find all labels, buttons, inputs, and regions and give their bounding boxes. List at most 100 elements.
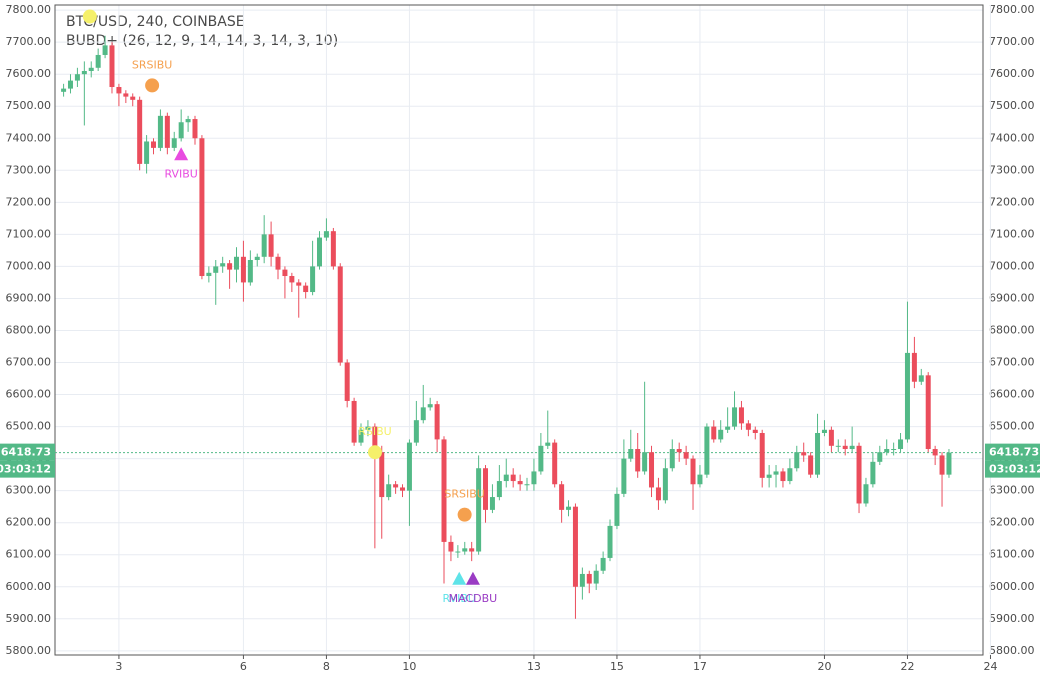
candle-body — [932, 449, 938, 456]
candle-body — [884, 449, 890, 453]
price-badge — [0, 443, 55, 461]
x-tick-label: 22 — [900, 660, 914, 673]
y-tick-label: 6300.00 — [989, 484, 1035, 497]
candle-body — [821, 429, 827, 433]
price-badge-label: 6418.73 — [1, 446, 51, 459]
x-tick-label: 24 — [983, 660, 997, 673]
candle-body — [911, 352, 917, 382]
candle-body — [109, 45, 115, 88]
candle-body — [586, 573, 592, 584]
signal-marker — [367, 445, 382, 460]
signal-marker — [82, 9, 97, 24]
signal-label: RSIBU — [358, 425, 391, 438]
candle-body — [164, 115, 170, 148]
y-tick-label: 6500.00 — [989, 420, 1035, 433]
candle-body — [773, 471, 779, 475]
candle-body — [642, 452, 648, 472]
y-tick-label: 7500.00 — [6, 99, 52, 112]
y-tick-label: 7600.00 — [6, 67, 52, 80]
candle-body — [310, 266, 316, 293]
candle-body — [289, 276, 295, 283]
candle-body — [842, 445, 848, 450]
candle-body — [503, 474, 509, 482]
candle-body — [669, 449, 675, 469]
candle-body — [483, 468, 489, 510]
y-tick-label: 6700.00 — [989, 356, 1035, 369]
candle-body — [303, 285, 309, 293]
candle-body — [918, 375, 924, 382]
y-tick-label: 7800.00 — [6, 3, 52, 16]
candle-body — [725, 426, 731, 430]
candle-body — [406, 442, 412, 491]
candle-body — [835, 445, 841, 447]
candle-body — [614, 493, 620, 526]
candle-body — [877, 452, 883, 462]
candle-body — [510, 474, 516, 482]
candle-body — [448, 541, 454, 552]
candle-body — [462, 548, 468, 552]
candle-body — [199, 138, 205, 277]
candle-body — [67, 80, 73, 89]
x-tick-label: 6 — [240, 660, 247, 673]
candle-body — [489, 497, 495, 510]
candle-body — [600, 557, 606, 571]
candle-body — [566, 506, 572, 510]
candle-body — [427, 404, 433, 408]
y-tick-label: 7000.00 — [989, 259, 1035, 272]
x-tick-label: 10 — [402, 660, 416, 673]
candle-body — [95, 54, 101, 68]
signal-marker — [465, 571, 480, 585]
signal-marker — [174, 147, 189, 161]
y-tick-label: 6700.00 — [6, 356, 52, 369]
plot-frame — [54, 4, 984, 656]
candle-body — [282, 269, 288, 277]
countdown-badge — [0, 460, 55, 478]
candle-body — [863, 484, 869, 504]
candle-body — [434, 404, 440, 440]
candle-body — [649, 452, 655, 488]
candle-body — [254, 256, 260, 261]
y-tick-label: 7300.00 — [6, 163, 52, 176]
candle-body — [856, 445, 862, 504]
candle-body — [828, 429, 834, 446]
candle-body — [227, 263, 233, 270]
candle-body — [400, 487, 406, 491]
x-tick-label: 3 — [115, 660, 122, 673]
y-tick-label: 6900.00 — [6, 291, 52, 304]
y-tick-label: 5900.00 — [6, 612, 52, 625]
indicator-label: BUBD+ (26, 12, 9, 14, 14, 3, 14, 3, 10) — [66, 33, 338, 49]
candle-body — [220, 263, 226, 267]
candle-body — [621, 458, 627, 494]
y-tick-label: 7600.00 — [989, 67, 1035, 80]
candle-body — [393, 484, 399, 488]
candle-body — [524, 484, 530, 486]
candle-body — [116, 87, 122, 94]
candle-body — [275, 256, 281, 270]
candle-body — [358, 429, 364, 443]
y-tick-label: 7000.00 — [6, 259, 52, 272]
candle-body — [123, 93, 129, 97]
candle-body — [766, 474, 772, 478]
candle-body — [455, 551, 461, 553]
candle-body — [690, 458, 696, 485]
candle-body — [344, 362, 350, 401]
y-tick-label: 6900.00 — [989, 291, 1035, 304]
candle-body — [531, 471, 537, 485]
candle-body — [697, 474, 703, 485]
chart-title: BTC/USD, 240, COINBASE — [66, 14, 245, 30]
y-tick-label: 6000.00 — [989, 580, 1035, 593]
candle-body — [572, 506, 578, 587]
y-tick-label: 6500.00 — [6, 420, 52, 433]
candle-body — [316, 237, 322, 267]
y-tick-label: 6600.00 — [6, 388, 52, 401]
x-tick-label: 15 — [610, 660, 624, 673]
candle-body — [150, 141, 156, 148]
candle-body — [559, 484, 565, 510]
candle-body — [815, 432, 821, 475]
countdown-label: 03:03:12 — [0, 463, 51, 476]
countdown-badge — [985, 460, 1040, 478]
signal-marker — [145, 78, 160, 93]
candle-body — [545, 442, 551, 446]
